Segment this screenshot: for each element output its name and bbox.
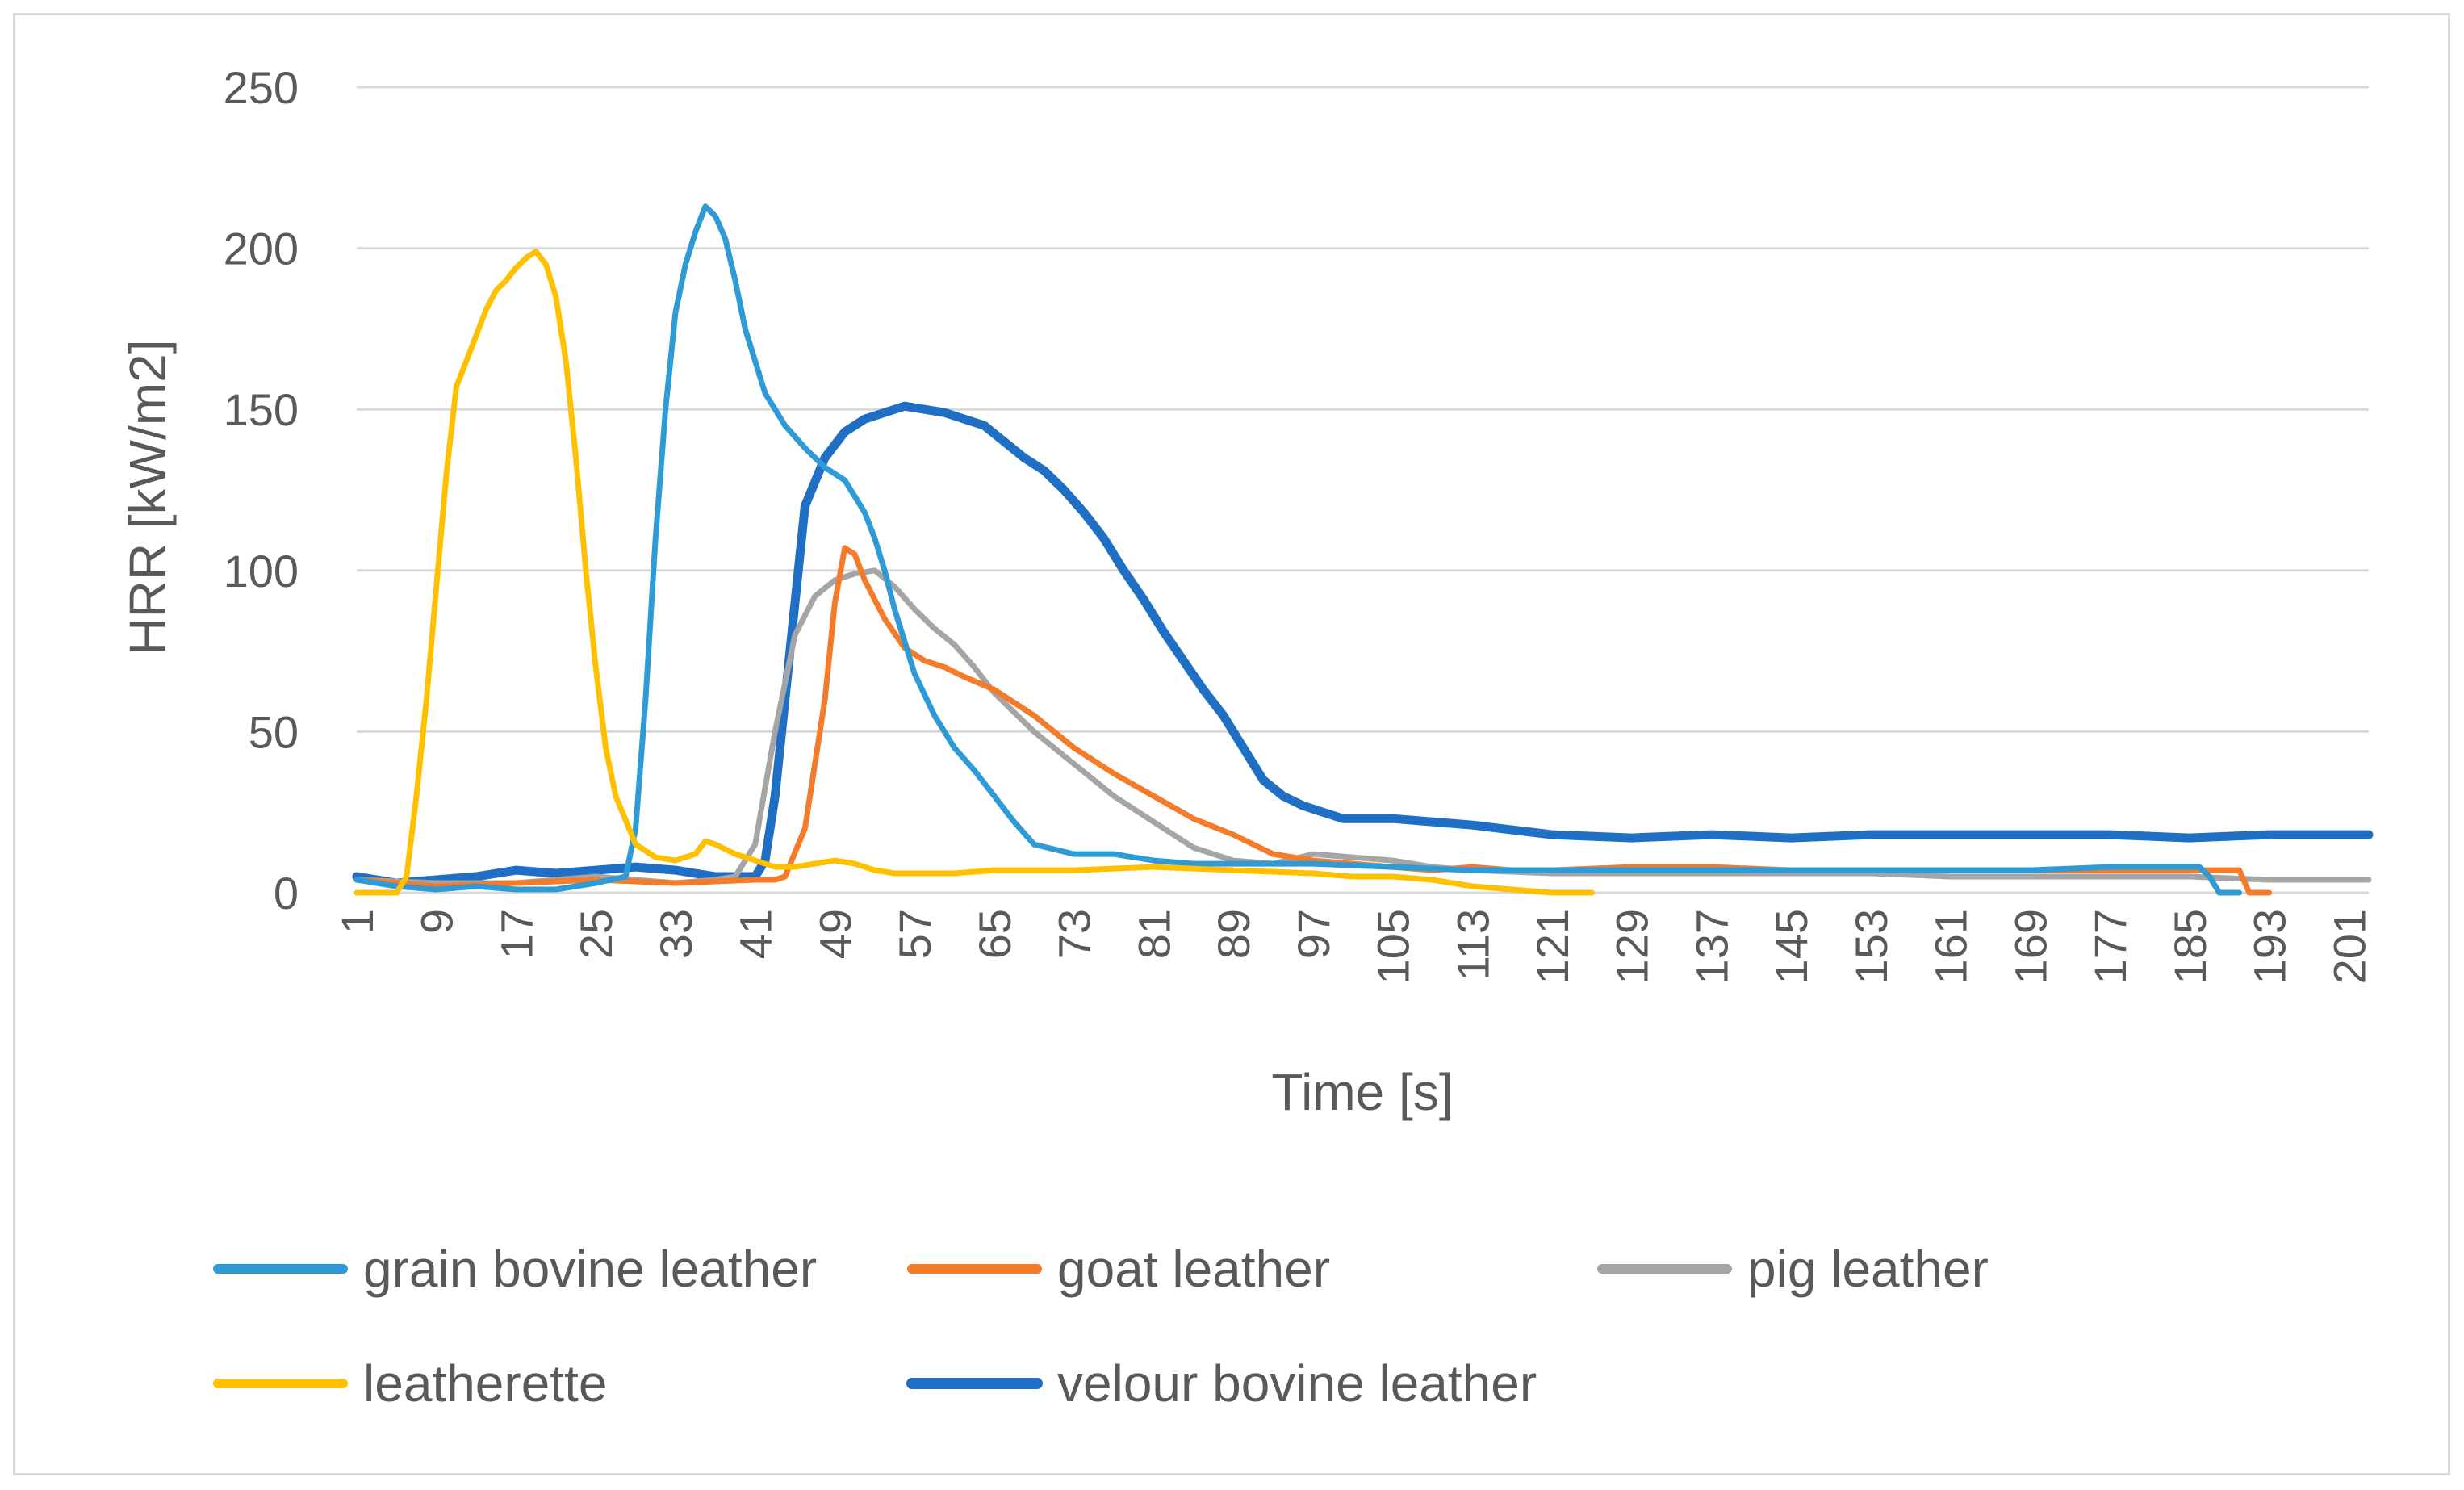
x-tick-label: 65 [969, 909, 1020, 959]
legend-label: leatherette [363, 1354, 607, 1413]
x-tick-label: 89 [1208, 909, 1259, 959]
y-axis-title: HRR [kW/m2] [119, 339, 177, 655]
series-lines [352, 203, 2374, 896]
y-tick-label: 250 [224, 62, 299, 113]
legend-label: grain bovine leather [363, 1240, 817, 1298]
series-line-leatherette [353, 249, 1595, 896]
x-tick-label: 17 [491, 909, 542, 959]
legend-label: goat leather [1057, 1240, 1330, 1298]
x-tick-label: 193 [2244, 909, 2295, 984]
x-tick-label: 41 [730, 909, 781, 959]
x-tick-label: 49 [809, 909, 860, 959]
series-line-grain-bovine-leather [353, 203, 2243, 896]
x-tick-label: 9 [412, 909, 462, 934]
gridlines [357, 86, 2369, 733]
series-line-pig-leather [353, 567, 2372, 886]
x-tick-label: 97 [1288, 909, 1339, 959]
x-tick-label: 105 [1368, 909, 1419, 984]
x-tick-label: 33 [651, 909, 701, 959]
y-tick-label: 100 [224, 546, 299, 596]
x-axis-title: Time [s] [1271, 1063, 1453, 1121]
x-axis-ticks: 1 9 17 25 33 41 49 57 65 73 81 89 97 105 113 121 129 137 1… [332, 909, 2374, 984]
x-tick-label: 129 [1607, 909, 1658, 984]
y-tick-label: 150 [224, 384, 299, 435]
x-tick-label: 137 [1686, 909, 1737, 984]
y-tick-label: 200 [224, 224, 299, 274]
x-tick-label: 73 [1049, 909, 1100, 959]
x-tick-label: 169 [2005, 909, 2056, 984]
y-tick-label: 0 [274, 868, 299, 919]
legend-label: velour bovine leather [1057, 1354, 1537, 1413]
x-tick-label: 25 [571, 909, 621, 959]
x-tick-label: 177 [2085, 909, 2136, 984]
x-tick-label: 185 [2165, 909, 2215, 984]
y-tick-label: 50 [249, 706, 299, 757]
x-tick-label: 145 [1766, 909, 1817, 984]
legend-label: pig leather [1747, 1240, 1989, 1298]
x-tick-label: 161 [1926, 909, 1977, 984]
x-tick-label: 201 [2324, 909, 2374, 984]
x-tick-label: 113 [1447, 909, 1498, 981]
x-tick-label: 57 [889, 909, 940, 959]
y-axis-ticks: 0 50 100 150 200 250 [224, 62, 299, 919]
x-tick-label: 81 [1128, 909, 1179, 959]
legend: grain bovine leather goat leather pig leat… [213, 1240, 1989, 1413]
x-tick-label: 121 [1527, 909, 1578, 984]
x-tick-label: 153 [1846, 909, 1897, 984]
x-tick-label: 1 [332, 909, 383, 934]
